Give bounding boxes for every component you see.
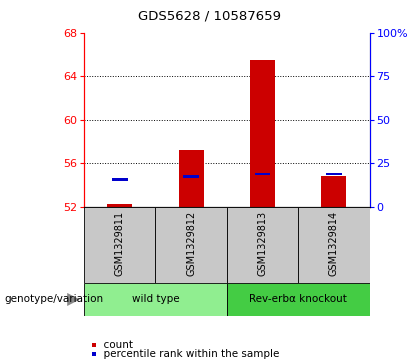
Bar <box>326 173 342 175</box>
Bar <box>155 207 227 283</box>
Bar <box>250 60 275 207</box>
Bar <box>227 207 298 283</box>
Bar <box>183 175 199 178</box>
Text: GDS5628 / 10587659: GDS5628 / 10587659 <box>139 9 281 22</box>
Text: GSM1329813: GSM1329813 <box>257 211 268 276</box>
Text: wild type: wild type <box>131 294 179 305</box>
Text: count: count <box>97 340 134 350</box>
Bar <box>255 173 270 175</box>
Text: GSM1329812: GSM1329812 <box>186 211 196 276</box>
Bar <box>227 283 370 316</box>
Text: genotype/variation: genotype/variation <box>4 294 103 305</box>
Bar <box>112 179 128 181</box>
Text: GSM1329814: GSM1329814 <box>329 211 339 276</box>
Bar <box>298 207 370 283</box>
Bar <box>84 207 155 283</box>
Polygon shape <box>67 293 80 306</box>
Bar <box>84 283 227 316</box>
Bar <box>107 204 132 207</box>
Text: percentile rank within the sample: percentile rank within the sample <box>97 349 280 359</box>
Bar <box>178 150 204 207</box>
Text: Rev-erbα knockout: Rev-erbα knockout <box>249 294 347 305</box>
Text: GSM1329811: GSM1329811 <box>115 211 125 276</box>
Bar <box>321 176 346 207</box>
